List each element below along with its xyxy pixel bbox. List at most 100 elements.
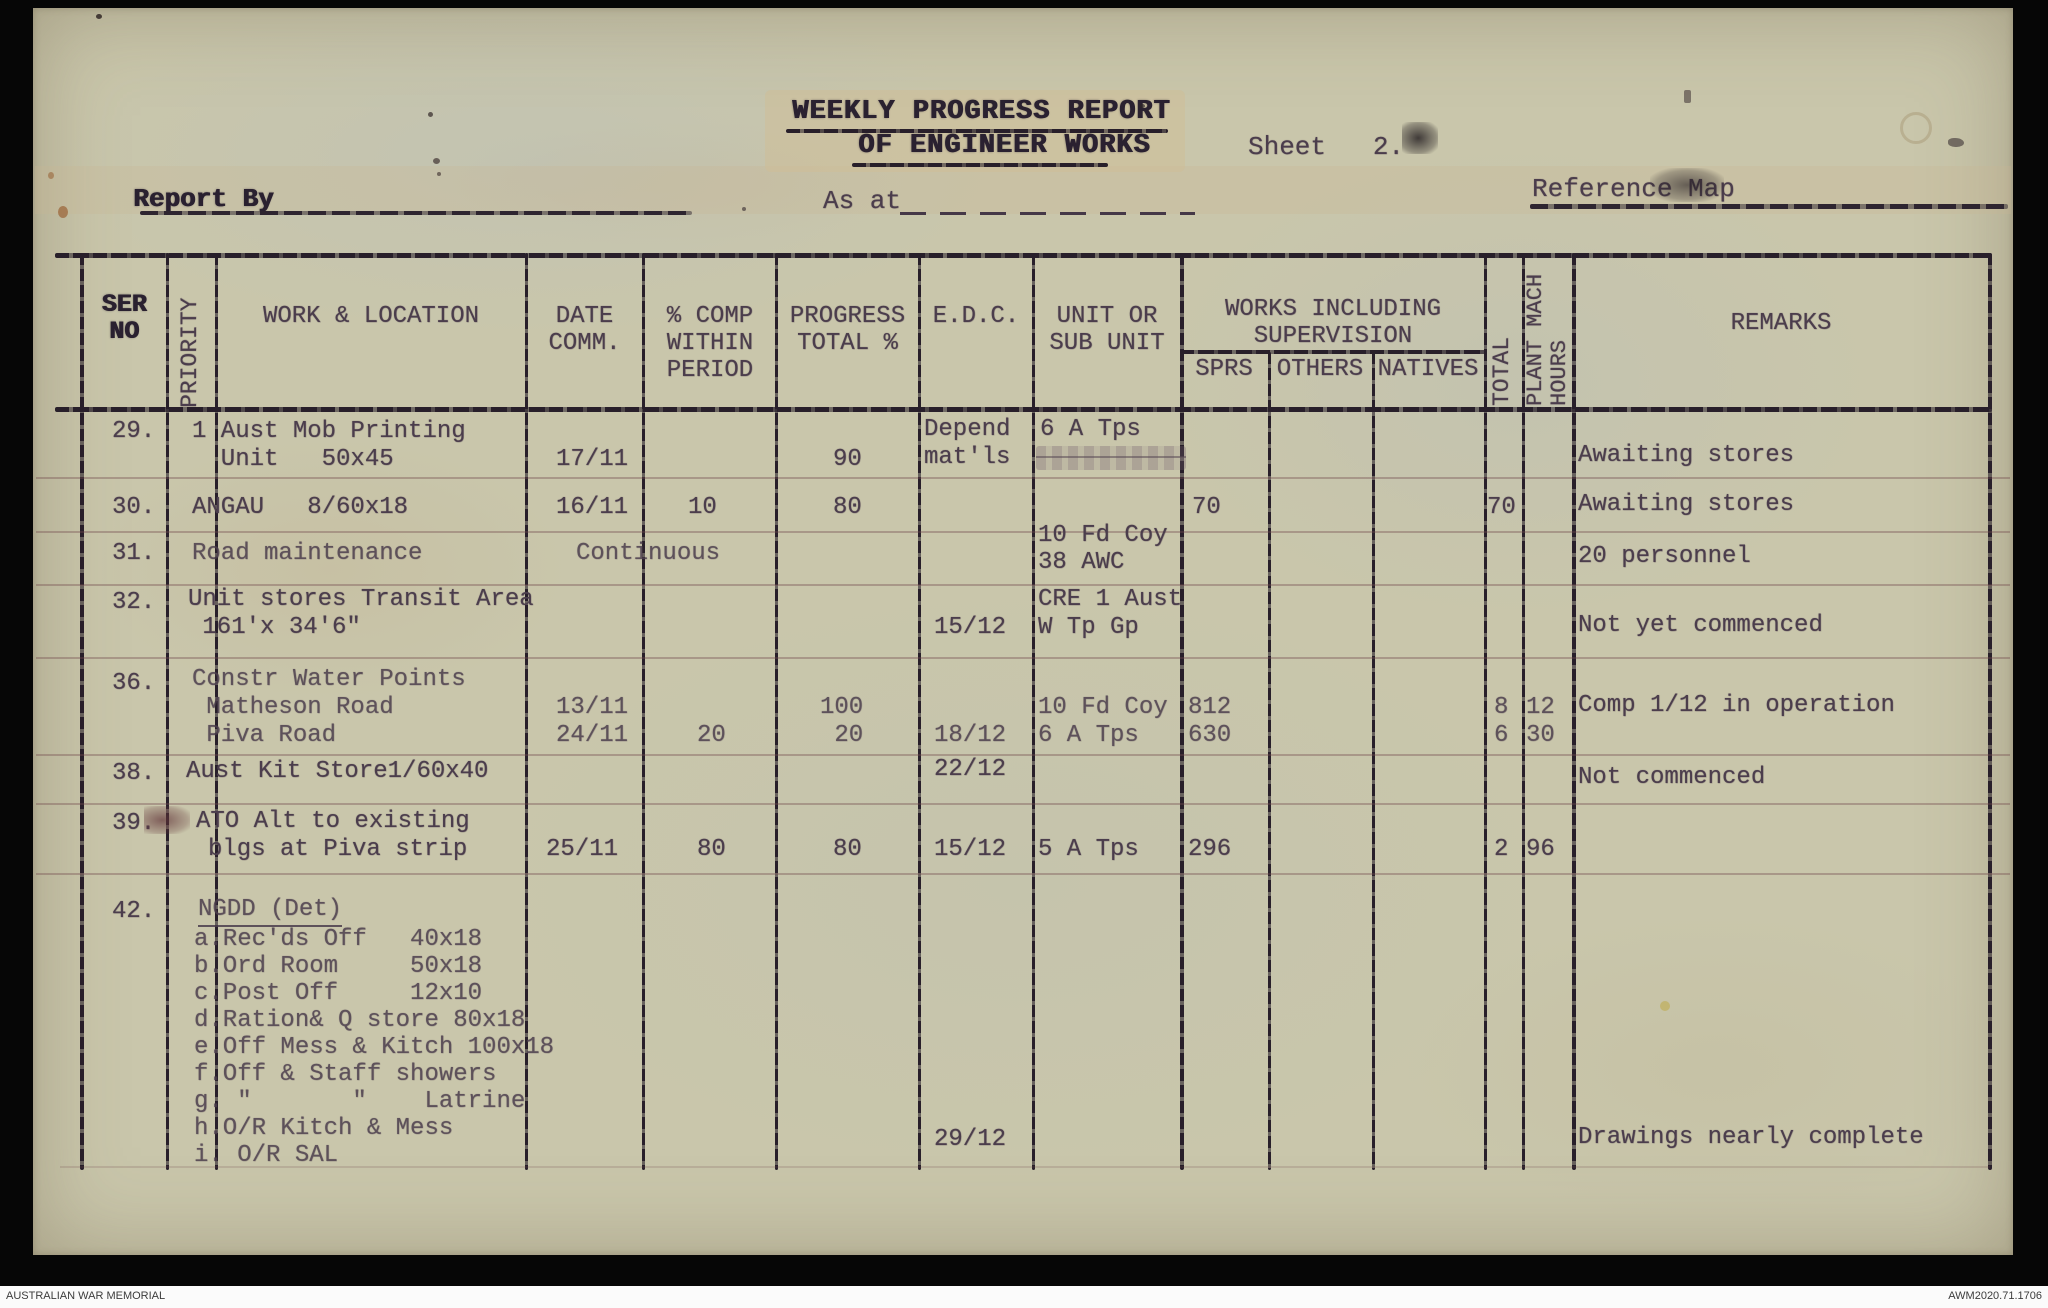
row-36-pct: 20 <box>697 722 726 749</box>
title-line1: WEEKLY PROGRESS REPORT <box>792 97 1171 127</box>
col-line-sprs-others <box>1268 352 1271 1170</box>
row-31-unit: 10 Fd Coy 38 AWC <box>1038 522 1168 576</box>
strike-line <box>1036 456 1186 458</box>
row-32-remarks: Not yet commenced <box>1578 612 1823 639</box>
col-line-right-edge <box>1988 253 1992 1170</box>
rust-spot <box>58 206 68 218</box>
col-line-plant-remarks <box>1572 253 1576 1170</box>
ink-speck <box>433 158 440 164</box>
row-39-date: 25/11 <box>546 836 619 863</box>
col-line-total-plant <box>1522 253 1525 1170</box>
header-natives: NATIVES <box>1377 356 1479 383</box>
row-rule-30 <box>36 531 2010 533</box>
ink-speck <box>1684 90 1691 103</box>
row-39-progress: 80 <box>833 836 862 863</box>
header-edc: E.D.C. <box>932 303 1020 330</box>
row-32-ser: 32. <box>112 589 156 616</box>
col-line-priority-work <box>215 253 218 1170</box>
row-29-unit: 6 A Tps <box>1040 416 1141 443</box>
header-unit: UNIT OR SUB UNIT <box>1049 303 1165 357</box>
footer-left-text: AUSTRALIAN WAR MEMORIAL <box>6 1290 166 1302</box>
row-rule-38 <box>36 803 2010 805</box>
row-42-remarks: Drawings nearly complete <box>1578 1124 1924 1151</box>
row-36-sprs: 812 630 <box>1188 694 1232 749</box>
row-36-unit: 10 Fd Coy 6 A Tps <box>1038 694 1168 749</box>
row-42-edc: 29/12 <box>934 1126 1007 1153</box>
header-others: OTHERS <box>1276 356 1364 383</box>
col-line-pct-progress <box>775 253 778 1170</box>
title-line2: OF ENGINEER WORKS <box>858 131 1151 161</box>
header-plant-mach-hours: PLANT MACH HOURS <box>1523 273 1572 406</box>
row-36-remarks: Comp 1/12 in operation <box>1578 692 1895 719</box>
row-39-hours: 96 <box>1526 836 1555 863</box>
footer-right-text: AWM2020.71.1706 <box>1948 1290 2042 1302</box>
header-ser-no: SER NO <box>101 290 147 346</box>
ink-speck <box>742 207 746 211</box>
col-line-natives-total <box>1484 253 1487 1170</box>
supervision-sub-rule <box>1180 350 1486 354</box>
row-36-ser: 36. <box>112 670 156 697</box>
ink-speck <box>96 14 102 19</box>
table-border-top <box>55 253 1992 258</box>
row-30-total: 70 <box>1487 494 1516 521</box>
title-underline-1 <box>786 129 1168 133</box>
row-36-work: Constr Water Points Matheson Road Piva R… <box>192 666 466 749</box>
row-29-progress: 90 <box>833 446 862 473</box>
col-line-work-date <box>525 253 528 1170</box>
reference-map-rule <box>1530 204 2008 209</box>
rust-spot <box>48 172 54 179</box>
header-work-location: WORK & LOCATION <box>262 303 480 330</box>
col-line-left-edge <box>80 253 84 1170</box>
row-36-progress: 100 20 <box>820 694 864 749</box>
row-29-date: 17/11 <box>556 446 629 473</box>
ink-speck <box>428 112 433 117</box>
as-at-label: As at <box>823 186 902 216</box>
row-42-ser: 42. <box>112 898 156 925</box>
row-29-ser: 29. <box>112 418 156 445</box>
col-line-date-pct <box>642 253 645 1170</box>
report-by-rule <box>140 211 692 215</box>
row-39-unit: 5 A Tps <box>1038 836 1139 863</box>
header-pct-comp: % COMP WITHIN PERIOD <box>666 303 754 384</box>
report-by-label: Report By <box>133 184 274 214</box>
row-36-hours: 12 30 <box>1526 694 1555 749</box>
row-30-progress: 80 <box>833 494 862 521</box>
row-31-remarks: 20 personnel <box>1578 543 1751 570</box>
as-at-rule <box>900 212 1195 215</box>
paper-sheet <box>33 8 2013 1255</box>
row-rule-36 <box>36 754 2010 756</box>
row-36-total: 8 6 <box>1494 694 1509 749</box>
header-sprs: SPRS <box>1195 356 1253 383</box>
header-progress-total: PROGRESS TOTAL % <box>789 303 906 357</box>
row-39-work-line1: ATO Alt to existing <box>196 808 470 835</box>
row-31-work: Road maintenance <box>192 540 423 567</box>
row-31-ser: 31. <box>112 540 156 567</box>
row-29-work: 1 Aust Mob Printing Unit 50x45 <box>192 418 466 473</box>
row-32-edc: 15/12 <box>934 614 1007 641</box>
row-30-date: 16/11 <box>556 494 629 521</box>
row-31-date: Continuous <box>576 540 721 567</box>
row-30-sprs: 70 <box>1192 494 1221 521</box>
header-total: TOTAL <box>1489 336 1515 406</box>
title-underline-2 <box>852 163 1108 167</box>
row-39-edc: 15/12 <box>934 836 1007 863</box>
header-priority: PRIORITY <box>177 297 203 408</box>
row-38-work: Aust Kit Store1/60x40 <box>186 758 489 785</box>
row-38-edc: 22/12 <box>934 756 1007 783</box>
col-line-edc-unit <box>1032 253 1035 1170</box>
row-rule-32 <box>36 657 2010 659</box>
row-30-work: ANGAU 8/60x18 <box>192 494 409 521</box>
row-rule-31 <box>36 584 2010 586</box>
paper-stain <box>1660 1001 1670 1011</box>
row-rule-29 <box>36 477 2010 479</box>
col-line-others-natives <box>1372 352 1375 1170</box>
row-39-total: 2 <box>1494 836 1509 863</box>
row-42-items: a.Rec'ds Off 40x18 b.Ord Room 50x18 c.Po… <box>194 926 555 1169</box>
ink-speck <box>437 172 441 176</box>
row-42-heading: NGDD (Det) <box>198 896 343 927</box>
row-30-pct: 10 <box>688 494 717 521</box>
row-32-work: Unit stores Transit Area 161'x 34'6" <box>188 586 534 641</box>
ink-blot <box>1402 122 1438 154</box>
sheet-label: Sheet 2. <box>1248 132 1405 162</box>
